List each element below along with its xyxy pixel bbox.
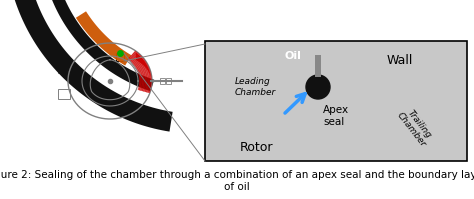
Bar: [116, 53, 124, 61]
Circle shape: [306, 75, 330, 99]
Bar: [160, 78, 165, 84]
Bar: [205, 41, 467, 161]
Text: Oil: Oil: [284, 51, 301, 61]
Polygon shape: [76, 11, 131, 65]
Bar: [166, 78, 171, 84]
Polygon shape: [11, 0, 173, 132]
Bar: [58, 89, 70, 99]
FancyBboxPatch shape: [315, 55, 321, 77]
Polygon shape: [49, 0, 154, 91]
Polygon shape: [34, 0, 160, 107]
Text: Leading
Chamber: Leading Chamber: [235, 77, 276, 97]
Text: Figure 2: Sealing of the chamber through a combination of an apex seal and the b: Figure 2: Sealing of the chamber through…: [0, 170, 474, 192]
Text: Wall: Wall: [387, 55, 413, 67]
Text: Trailing
Chamber: Trailing Chamber: [395, 105, 435, 149]
Text: Apex
seal: Apex seal: [323, 105, 349, 127]
Text: Rotor: Rotor: [240, 141, 273, 154]
Bar: [58, 63, 70, 73]
